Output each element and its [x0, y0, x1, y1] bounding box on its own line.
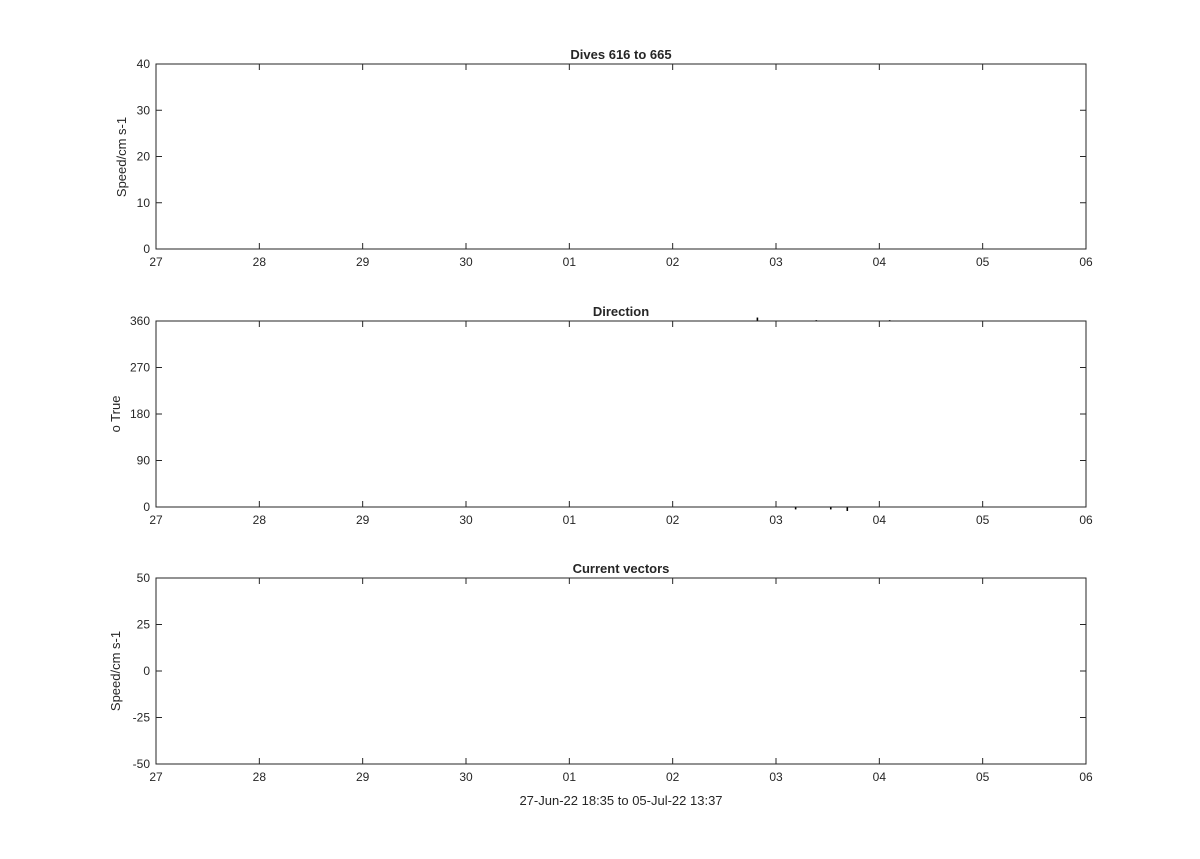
x-tick-label: 05 — [976, 770, 990, 784]
speed-panel-title: Dives 616 to 665 — [570, 47, 671, 62]
y-tick-label: 360 — [130, 314, 150, 328]
x-tick-label: 04 — [873, 770, 887, 784]
y-tick-label: 270 — [130, 361, 150, 375]
x-tick-label: 30 — [459, 513, 473, 527]
y-tick-label: -25 — [133, 711, 151, 725]
y-tick-label: 10 — [137, 196, 151, 210]
vectors-panel-title: Current vectors — [573, 561, 670, 576]
axes-frame — [155, 63, 1087, 250]
y-tick-label: 30 — [137, 103, 151, 117]
vectors-panel-ylabel: Speed/cm s-1 — [108, 631, 123, 711]
direction-panel-ylabel: o True — [108, 396, 123, 433]
x-tick-label: 01 — [563, 255, 577, 269]
x-tick-label: 01 — [563, 513, 577, 527]
x-tick-label: 02 — [666, 770, 680, 784]
speed-panel: Dives 616 to 665 Speed/cm s-1 27 28 29 30 01… — [114, 47, 1093, 269]
x-tick-label: 29 — [356, 513, 370, 527]
figure-xlabel: 27-Jun-22 18:35 to 05-Jul-22 13:37 — [519, 793, 722, 808]
x-tick-label: 28 — [253, 255, 267, 269]
x-tick-label: 04 — [873, 513, 887, 527]
x-tick-label: 29 — [356, 770, 370, 784]
direction-panel-title: Direction — [593, 304, 649, 319]
x-tick-label: 03 — [769, 513, 783, 527]
x-tick-label: 28 — [253, 770, 267, 784]
x-tick-label: 06 — [1079, 770, 1093, 784]
x-tick-label: 05 — [976, 513, 990, 527]
speed-panel-ylabel: Speed/cm s-1 — [114, 117, 129, 197]
x-tick-label: 03 — [769, 770, 783, 784]
x-tick-label: 02 — [666, 513, 680, 527]
x-tick-label: 04 — [873, 255, 887, 269]
y-tick-label: 20 — [137, 150, 151, 164]
y-tick-label: 0 — [143, 500, 150, 514]
x-tick-label: 27 — [149, 255, 163, 269]
x-tick-label: 30 — [459, 770, 473, 784]
y-tick-label: 90 — [137, 454, 151, 468]
y-tick-label: 0 — [143, 664, 150, 678]
direction-panel: Direction o True 27 28 29 30 01 02 03 04 05 06 0 90… — [108, 304, 1093, 527]
axes-frame — [155, 577, 1087, 765]
y-tick-label: -50 — [133, 757, 151, 771]
y-tick-label: 0 — [143, 242, 150, 256]
x-tick-label: 05 — [976, 255, 990, 269]
y-tick-label: 180 — [130, 407, 150, 421]
vectors-panel: Current vectors Speed/cm s-1 27 28 29 30 01 0… — [108, 561, 1093, 784]
y-tick-label: 50 — [137, 571, 151, 585]
x-tick-label: 30 — [459, 255, 473, 269]
x-tick-label: 06 — [1079, 255, 1093, 269]
x-tick-label: 01 — [563, 770, 577, 784]
y-tick-label: 40 — [137, 57, 151, 71]
x-tick-label: 29 — [356, 255, 370, 269]
y-tick-label: 25 — [137, 618, 151, 632]
x-tick-label: 28 — [253, 513, 267, 527]
x-tick-label: 06 — [1079, 513, 1093, 527]
x-tick-label: 03 — [769, 255, 783, 269]
x-tick-label: 27 — [149, 770, 163, 784]
x-tick-label: 02 — [666, 255, 680, 269]
axes-frame — [155, 320, 1087, 508]
x-tick-label: 27 — [149, 513, 163, 527]
